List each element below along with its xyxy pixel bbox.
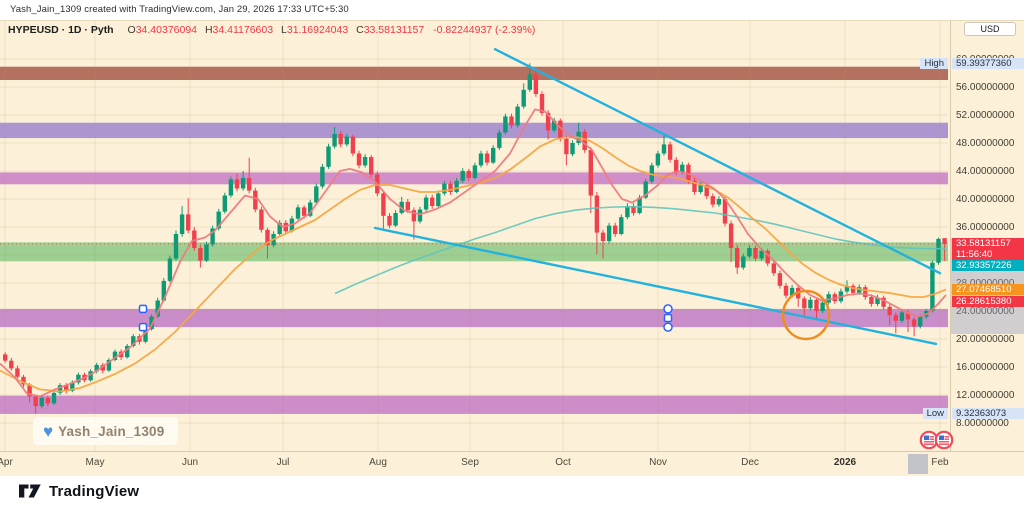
symbol-legend[interactable]: HYPEUSD · 1D · Pyth O34.40376094 H34.411… (8, 24, 535, 36)
open-label: O (127, 24, 136, 36)
price-chart-canvas[interactable] (0, 21, 950, 451)
price-tick-label: 48.00000000 (956, 137, 1015, 149)
attribution-text: Yash_Jain_1309 created with TradingView.… (10, 4, 349, 15)
high-marker-tag: High (920, 57, 948, 69)
price-tick-label: 24.00000000 (956, 305, 1015, 317)
footer-bar: TradingView (0, 476, 1024, 507)
price-tick-label: 36.00000000 (956, 221, 1015, 233)
time-tick-label: Dec (741, 457, 759, 468)
brand-name: TradingView (49, 482, 140, 500)
close-label: C (356, 24, 364, 36)
time-tick-label: Aug (369, 457, 387, 468)
last-price-chip: 33.58131157 11:56:40 (952, 237, 1024, 260)
high-label: H (204, 24, 213, 36)
time-axis[interactable]: Apr May Jun Jul Aug Sep Oct Nov Dec 2026 Feb (0, 451, 1024, 476)
time-tick-label: Jul (276, 457, 290, 468)
price-tick-label: 20.00000000 (956, 333, 1015, 345)
open-value: 34.40376094 (135, 24, 198, 36)
tradingview-brand[interactable]: TradingView (18, 482, 139, 500)
author-watermark: ♥ Yash_Jain_1309 (33, 417, 179, 445)
price-tick-label: 56.00000000 (956, 81, 1015, 93)
time-axis-selection-highlight (908, 454, 928, 474)
low-price-chip: 9.32363073 (952, 408, 1024, 420)
low-value: 31.16924043 (286, 24, 349, 36)
high-value: 34.41176603 (212, 24, 274, 36)
price-tick-label: 44.00000000 (956, 165, 1015, 177)
teal-ma-price-chip: 32.93357226 (952, 259, 1024, 271)
time-tick-label: Apr (0, 457, 13, 468)
price-tick-label: 52.00000000 (956, 109, 1015, 121)
red-ma-price-chip: 26.28615380 (952, 295, 1024, 307)
close-value: 33.58131157 (363, 24, 425, 36)
time-tick-label: Oct (555, 457, 571, 468)
bar-countdown: 11:56:40 (956, 248, 993, 260)
orange-ma-price-chip: 27.07468510 (952, 283, 1024, 295)
high-price-chip: 59.39377360 (952, 57, 1024, 69)
symbol-title[interactable]: HYPEUSD · 1D · Pyth (8, 24, 114, 36)
price-axis[interactable]: 8.00000000 12.00000000 16.00000000 20.00000… (950, 21, 1024, 451)
attribution-header: Yash_Jain_1309 created with TradingView.… (0, 0, 1024, 20)
last-price-value: 33.58131157 (956, 237, 1011, 249)
low-label: L (281, 24, 287, 36)
reaction-emoji-icons[interactable] (918, 430, 960, 455)
chart-pane[interactable]: HYPEUSD · 1D · Pyth O34.40376094 H34.411… (0, 20, 1024, 476)
time-tick-label: 2026 (833, 457, 857, 468)
time-tick-label: Feb (931, 457, 949, 468)
price-tick-label: 16.00000000 (956, 361, 1015, 373)
price-tick-label: 40.00000000 (956, 193, 1015, 205)
currency-toggle-button[interactable]: USD (964, 22, 1016, 36)
change-value: -0.82244937 (-2.39%) (433, 24, 536, 36)
heart-icon: ♥ (43, 421, 54, 441)
low-marker-tag: Low (922, 408, 948, 420)
reaction-badge-icon (919, 430, 954, 450)
tradingview-logo-icon (19, 484, 41, 498)
time-tick-label: Jun (181, 457, 199, 468)
time-tick-label: Sep (461, 457, 479, 468)
price-tick-label: 28.00000000 (956, 278, 1014, 289)
price-tick-label: 12.00000000 (956, 389, 1015, 401)
price-tick-label: 8.00000000 (956, 417, 1009, 429)
time-tick-label: Nov (649, 457, 667, 468)
watermark-name: Yash_Jain_1309 (58, 423, 165, 439)
time-tick-label: May (85, 457, 105, 468)
